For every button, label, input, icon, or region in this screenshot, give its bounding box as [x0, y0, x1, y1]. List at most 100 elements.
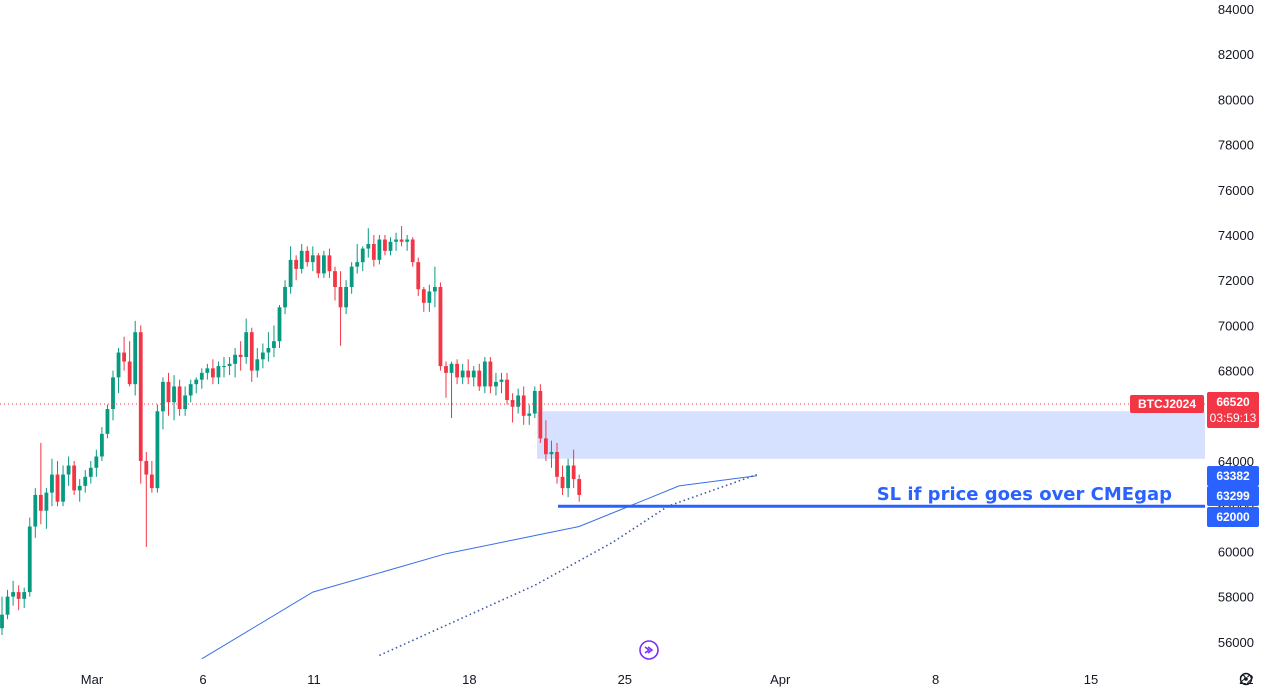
candle — [305, 246, 310, 267]
cme-gap-zone — [537, 411, 1205, 459]
candle — [77, 479, 82, 502]
candle — [416, 257, 421, 297]
candle-body — [249, 332, 254, 371]
price-tag — [1207, 486, 1259, 506]
candle — [427, 284, 432, 312]
candle-body — [405, 239, 410, 242]
y-tick-label: 76000 — [1218, 183, 1254, 198]
settings-gear-icon[interactable] — [1239, 672, 1253, 686]
candle-body — [155, 411, 160, 489]
candle-body — [388, 241, 393, 251]
price-tag-value: 63382 — [1216, 469, 1250, 483]
x-tick-label: 18 — [462, 672, 476, 687]
candle-body — [355, 262, 360, 267]
candle — [360, 246, 365, 272]
candle-body — [260, 352, 265, 360]
candle — [122, 336, 126, 371]
candle-body — [294, 259, 299, 269]
candle-body — [349, 266, 354, 287]
candle-body — [438, 286, 443, 367]
candle-body — [172, 386, 176, 403]
candle — [100, 427, 104, 461]
candle — [366, 228, 371, 258]
candle-body — [199, 372, 204, 380]
candle — [0, 596, 4, 636]
price-tag — [1207, 507, 1259, 527]
candle — [405, 235, 410, 251]
candle — [421, 286, 426, 312]
candle-body — [344, 286, 348, 308]
price-axis[interactable]: 84000 82000 80000 78000 76000 74000 72000 70000… — [1218, 2, 1254, 650]
price-tag — [1207, 466, 1259, 486]
candle-body — [288, 259, 293, 287]
x-tick-label: 15 — [1084, 672, 1098, 687]
candle — [38, 442, 43, 525]
candle-body — [122, 352, 126, 362]
y-tick-label: 60000 — [1218, 544, 1254, 559]
candle-body — [272, 341, 276, 348]
candle-body — [38, 494, 43, 511]
candle — [471, 366, 476, 387]
cme-gap-zone-layer — [537, 411, 1205, 459]
candle-body — [538, 390, 543, 439]
candle-body — [222, 366, 226, 368]
candle-body — [50, 474, 54, 493]
candle-body — [116, 352, 121, 378]
candle — [310, 246, 315, 272]
candle — [488, 357, 493, 394]
candle — [22, 587, 27, 608]
candle-body — [211, 368, 215, 378]
candle-body — [466, 370, 471, 378]
candle-body — [244, 332, 249, 358]
candle — [322, 250, 326, 278]
candle — [482, 357, 487, 394]
candle-body — [366, 244, 371, 249]
candle-body — [460, 370, 465, 378]
y-tick-label: 70000 — [1218, 318, 1254, 333]
candle — [116, 348, 121, 394]
candle-body — [477, 370, 482, 387]
candle-body — [183, 395, 188, 410]
candle — [149, 461, 154, 493]
candle-body — [532, 390, 537, 414]
x-tick-label: 11 — [307, 672, 321, 687]
candle — [50, 458, 54, 507]
x-tick-label: 25 — [618, 672, 632, 687]
y-tick-label: 68000 — [1218, 364, 1254, 379]
candle — [205, 363, 210, 380]
candle-body — [494, 381, 498, 387]
candle-body — [194, 379, 199, 385]
candle — [33, 488, 38, 538]
candle — [283, 280, 287, 315]
candle-body — [488, 361, 493, 387]
replay-icon[interactable] — [639, 640, 659, 660]
candle — [177, 379, 182, 416]
candle-body — [394, 239, 398, 242]
candle-body — [410, 239, 415, 263]
candle-body — [377, 239, 382, 260]
candle-body — [327, 255, 332, 272]
candle — [144, 451, 149, 547]
candle-body — [161, 381, 165, 412]
candle-body — [61, 474, 65, 502]
candle-body — [127, 361, 132, 385]
time-axis[interactable]: Mar6111825Apr81522 — [81, 672, 1254, 687]
countdown-label: 03:59:13 — [1210, 411, 1257, 425]
candle — [94, 449, 99, 477]
candle — [216, 361, 221, 385]
candle — [494, 372, 498, 396]
candle — [260, 343, 265, 369]
candles-layer — [0, 225, 582, 636]
candle — [211, 359, 215, 385]
candle-body — [310, 255, 315, 263]
y-tick-label: 58000 — [1218, 590, 1254, 605]
candle — [532, 386, 537, 419]
candle — [560, 465, 565, 495]
candle-body — [216, 366, 221, 378]
candle — [44, 488, 49, 529]
candle-body — [77, 485, 82, 491]
candle-body — [133, 332, 138, 385]
candle-body — [283, 286, 287, 308]
candle — [394, 232, 398, 251]
